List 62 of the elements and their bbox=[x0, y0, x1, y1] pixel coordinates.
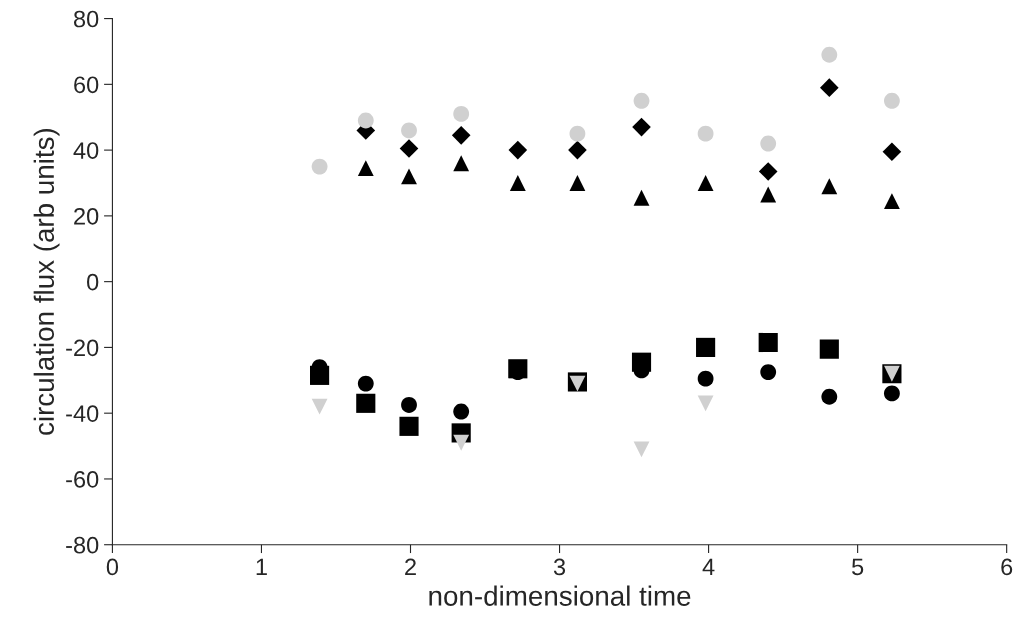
point bbox=[819, 78, 839, 97]
point bbox=[453, 403, 470, 420]
x-tick-label: 3 bbox=[553, 558, 566, 576]
point bbox=[819, 339, 839, 359]
point bbox=[357, 375, 374, 392]
point bbox=[633, 92, 650, 109]
point bbox=[760, 186, 777, 203]
y-tick-label: 80 bbox=[73, 10, 99, 28]
point bbox=[697, 175, 714, 191]
point bbox=[399, 139, 419, 158]
x-axis-title: non-dimensional time bbox=[429, 585, 691, 606]
x-tick-label: 6 bbox=[1001, 558, 1013, 576]
y-tick-label: 60 bbox=[74, 76, 99, 94]
point bbox=[760, 135, 777, 152]
point bbox=[758, 332, 778, 353]
point bbox=[508, 140, 528, 160]
point bbox=[453, 155, 470, 172]
x-tick-label: 4 bbox=[702, 558, 715, 576]
point bbox=[883, 92, 900, 109]
point bbox=[569, 125, 586, 142]
point bbox=[821, 388, 838, 405]
point bbox=[569, 175, 586, 191]
x-tick-label: 1 bbox=[256, 558, 267, 576]
point bbox=[821, 178, 838, 195]
point bbox=[697, 125, 714, 142]
y-tick-label: -80 bbox=[66, 536, 99, 554]
point bbox=[357, 160, 374, 177]
point bbox=[696, 337, 716, 357]
y-tick-label: -40 bbox=[66, 405, 99, 422]
point bbox=[451, 125, 471, 145]
y-axis-title: circulation flux (arb units) bbox=[33, 128, 60, 435]
point bbox=[697, 370, 714, 387]
y-tick-label: -60 bbox=[66, 471, 99, 488]
point bbox=[357, 112, 374, 129]
point bbox=[697, 395, 714, 412]
point bbox=[633, 441, 650, 458]
point bbox=[633, 189, 650, 206]
point bbox=[568, 140, 587, 160]
x-tick-label: 0 bbox=[106, 558, 119, 576]
y-tick-label: -20 bbox=[66, 339, 99, 357]
point bbox=[401, 122, 417, 139]
point bbox=[401, 397, 417, 413]
point bbox=[882, 142, 902, 162]
y-tick-label: 20 bbox=[74, 207, 99, 225]
x-tick-label: 5 bbox=[852, 558, 864, 576]
point bbox=[399, 416, 419, 436]
point bbox=[311, 158, 328, 175]
point bbox=[883, 385, 900, 402]
y-tick-label: 0 bbox=[87, 273, 99, 291]
y-tick-label: 40 bbox=[73, 142, 99, 159]
point bbox=[821, 46, 838, 63]
point bbox=[356, 393, 376, 413]
point bbox=[509, 175, 526, 191]
point bbox=[311, 398, 328, 415]
point bbox=[453, 434, 470, 451]
point bbox=[453, 106, 470, 122]
point bbox=[760, 364, 777, 380]
point bbox=[758, 162, 778, 181]
point bbox=[632, 117, 651, 137]
x-tick-label: 2 bbox=[405, 558, 416, 576]
point bbox=[883, 193, 900, 209]
point bbox=[401, 168, 417, 185]
